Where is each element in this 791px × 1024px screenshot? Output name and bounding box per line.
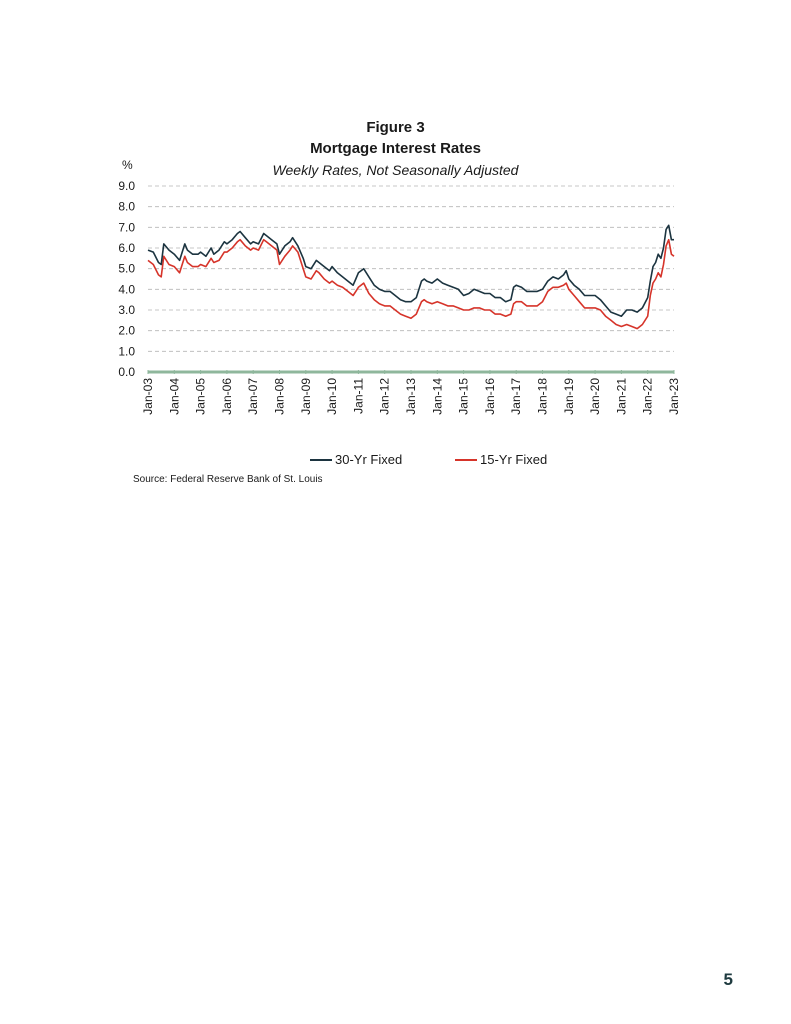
y-axis-unit-label: % — [122, 158, 133, 172]
legend-label-15yr: 15-Yr Fixed — [480, 452, 548, 467]
x-tick-label: Jan-15 — [457, 378, 471, 415]
x-tick-label: Jan-22 — [641, 378, 655, 415]
series-line-15yr — [147, 238, 675, 330]
x-tick-label: Jan-07 — [246, 378, 260, 415]
x-tick-label: Jan-06 — [220, 378, 234, 415]
chart-subtitle: Weekly Rates, Not Seasonally Adjusted — [272, 162, 519, 178]
line-chart: 0.01.02.03.04.05.06.07.08.09.0 Jan-03 Jan… — [118, 179, 681, 415]
y-tick-labels: 0.0 1.0 2.0 3.0 4.0 5.0 6.0 7.0 8.0 9.0 — [118, 179, 135, 379]
y-tick-label: 0.0 — [118, 365, 135, 379]
page-number: 5 — [723, 970, 733, 989]
series-line-30yr — [147, 224, 674, 318]
x-tick-label: Jan-04 — [167, 378, 181, 415]
legend-swatch-15yr — [455, 458, 477, 461]
y-tick-label: 3.0 — [118, 303, 135, 317]
x-tick-label: Jan-19 — [562, 378, 576, 415]
y-tick-label: 8.0 — [118, 200, 135, 214]
y-tick-label: 2.0 — [118, 324, 135, 338]
y-tick-label: 9.0 — [118, 179, 135, 193]
gridlines — [148, 185, 674, 352]
legend-item-30yr: 30-Yr Fixed — [310, 452, 402, 467]
source-note: Source: Federal Reserve Bank of St. Loui… — [133, 474, 323, 485]
x-tick-label: Jan-21 — [614, 378, 628, 415]
series-lines — [147, 224, 675, 330]
figure-label: Figure 3 — [366, 119, 425, 136]
y-tick-label: 7.0 — [118, 220, 135, 234]
x-tick-label: Jan-14 — [430, 378, 444, 415]
x-tick-label: Jan-18 — [536, 378, 550, 415]
x-tick-label: Jan-05 — [194, 378, 208, 415]
x-tick-label: Jan-03 — [141, 378, 155, 415]
chart-title: Mortgage Interest Rates — [310, 140, 481, 157]
y-tick-label: 5.0 — [118, 262, 135, 276]
x-tick-label: Jan-16 — [483, 378, 497, 415]
x-tick-label: Jan-13 — [404, 378, 418, 415]
x-tick-labels: Jan-03 Jan-04 Jan-05 Jan-06 Jan-07 Jan-08 Jan-… — [141, 378, 681, 415]
legend-item-15yr: 15-Yr Fixed — [455, 452, 547, 467]
x-tick-label: Jan-20 — [588, 378, 602, 415]
legend-swatch-30yr — [310, 458, 332, 461]
x-tick-label: Jan-17 — [509, 378, 523, 415]
x-tick-label: Jan-23 — [667, 378, 681, 415]
x-tick-label: Jan-12 — [378, 378, 392, 415]
x-tick-label: Jan-11 — [351, 378, 365, 414]
x-tick-label: Jan-10 — [325, 378, 339, 415]
y-tick-label: 1.0 — [118, 344, 135, 358]
y-tick-label: 4.0 — [118, 282, 135, 296]
y-tick-label: 6.0 — [118, 241, 135, 255]
legend-label-30yr: 30-Yr Fixed — [335, 452, 403, 467]
x-tick-label: Jan-09 — [299, 378, 313, 415]
axes — [147, 370, 675, 374]
x-tick-label: Jan-08 — [273, 378, 287, 415]
